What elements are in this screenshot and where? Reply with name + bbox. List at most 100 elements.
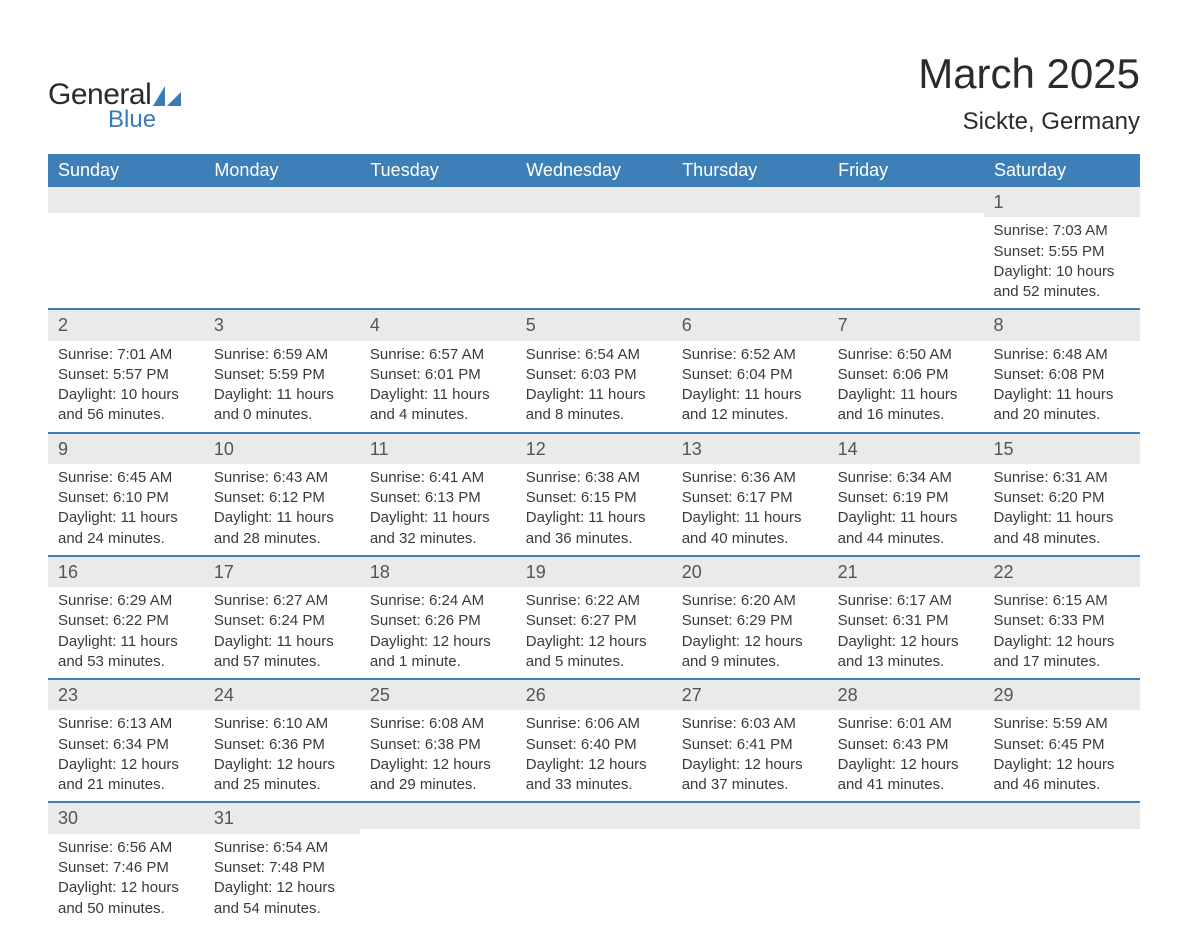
sunrise-line: Sunrise: 5:59 AM bbox=[994, 714, 1130, 734]
calendar-table: Sunday Monday Tuesday Wednesday Thursday… bbox=[48, 154, 1140, 925]
day-number: 15 bbox=[994, 439, 1014, 459]
day-body bbox=[360, 829, 516, 907]
daylight-line: Daylight: 11 hours and 8 minutes. bbox=[526, 385, 662, 426]
day-number-band: 7 bbox=[828, 310, 984, 340]
sunset-line-value: 6:20 PM bbox=[1049, 489, 1105, 506]
day-body: Sunrise: 6:59 AMSunset: 5:59 PMDaylight:… bbox=[204, 341, 360, 432]
sunrise-line-value: 5:59 AM bbox=[1053, 715, 1108, 732]
sail-icon bbox=[153, 86, 181, 106]
sunrise-line-label: Sunrise: bbox=[58, 346, 113, 363]
day-number-band: 22 bbox=[984, 557, 1140, 587]
daylight-line-label: Daylight: bbox=[58, 879, 116, 896]
day-number-band: 14 bbox=[828, 434, 984, 464]
daylight-line: Daylight: 10 hours and 56 minutes. bbox=[58, 385, 194, 426]
sunset-line-value: 6:43 PM bbox=[893, 736, 949, 753]
day-number: 9 bbox=[58, 439, 68, 459]
day-body: Sunrise: 6:36 AMSunset: 6:17 PMDaylight:… bbox=[672, 464, 828, 555]
calendar-day-cell: 10Sunrise: 6:43 AMSunset: 6:12 PMDayligh… bbox=[204, 433, 360, 556]
weekday-header: Sunday bbox=[48, 154, 204, 187]
calendar-day-cell: 2Sunrise: 7:01 AMSunset: 5:57 PMDaylight… bbox=[48, 309, 204, 432]
sunset-line: Sunset: 6:17 PM bbox=[682, 488, 818, 508]
sunrise-line-label: Sunrise: bbox=[682, 469, 737, 486]
sunset-line: Sunset: 6:36 PM bbox=[214, 735, 350, 755]
day-number-band bbox=[984, 803, 1140, 829]
daylight-line: Daylight: 12 hours and 54 minutes. bbox=[214, 878, 350, 919]
sunrise-line: Sunrise: 6:08 AM bbox=[370, 714, 506, 734]
sunset-line-label: Sunset: bbox=[994, 366, 1045, 383]
day-number-band bbox=[672, 187, 828, 213]
calendar-day-cell: 3Sunrise: 6:59 AMSunset: 5:59 PMDaylight… bbox=[204, 309, 360, 432]
sunrise-line: Sunrise: 6:03 AM bbox=[682, 714, 818, 734]
sunset-line-label: Sunset: bbox=[214, 489, 265, 506]
day-number: 2 bbox=[58, 315, 68, 335]
sunrise-line-label: Sunrise: bbox=[526, 592, 581, 609]
day-body bbox=[48, 213, 204, 291]
sunset-line-label: Sunset: bbox=[838, 612, 889, 629]
sunset-line-value: 6:12 PM bbox=[269, 489, 325, 506]
day-number-band bbox=[516, 187, 672, 213]
sunrise-line-value: 6:43 AM bbox=[273, 469, 328, 486]
calendar-day-cell bbox=[360, 802, 516, 924]
sunset-line-label: Sunset: bbox=[214, 859, 265, 876]
sunset-line: Sunset: 6:01 PM bbox=[370, 365, 506, 385]
sunset-line-label: Sunset: bbox=[994, 243, 1045, 260]
day-number-band: 16 bbox=[48, 557, 204, 587]
day-number-band: 6 bbox=[672, 310, 828, 340]
day-body: Sunrise: 6:41 AMSunset: 6:13 PMDaylight:… bbox=[360, 464, 516, 555]
calendar-day-cell bbox=[672, 187, 828, 309]
daylight-line: Daylight: 11 hours and 53 minutes. bbox=[58, 632, 194, 673]
sunset-line-label: Sunset: bbox=[58, 859, 109, 876]
daylight-line-label: Daylight: bbox=[526, 509, 584, 526]
sunset-line-value: 6:41 PM bbox=[737, 736, 793, 753]
sunrise-line: Sunrise: 6:41 AM bbox=[370, 468, 506, 488]
day-body: Sunrise: 6:50 AMSunset: 6:06 PMDaylight:… bbox=[828, 341, 984, 432]
day-number-band: 3 bbox=[204, 310, 360, 340]
sunrise-line: Sunrise: 7:03 AM bbox=[994, 221, 1130, 241]
day-number: 26 bbox=[526, 685, 546, 705]
calendar-week-row: 9 Sunrise: 6:45 AM Sunset: 6:10 PM Daylight… bbox=[48, 433, 1140, 556]
location-subtitle: Sickte, Germany bbox=[918, 108, 1140, 136]
weekday-header: Friday bbox=[828, 154, 984, 187]
sunrise-line-value: 6:54 AM bbox=[585, 346, 640, 363]
day-number: 24 bbox=[214, 685, 234, 705]
daylight-line-label: Daylight: bbox=[214, 386, 272, 403]
sunset-line-label: Sunset: bbox=[526, 612, 577, 629]
sunset-line-value: 6:10 PM bbox=[113, 489, 169, 506]
sunrise-line-label: Sunrise: bbox=[682, 346, 737, 363]
sunset-line-label: Sunset: bbox=[838, 489, 889, 506]
sunrise-line-value: 6:22 AM bbox=[585, 592, 640, 609]
sunset-line-value: 5:59 PM bbox=[269, 366, 325, 383]
day-body: Sunrise: 6:54 AMSunset: 7:48 PMDaylight:… bbox=[204, 834, 360, 925]
calendar-day-cell: 31Sunrise: 6:54 AMSunset: 7:48 PMDayligh… bbox=[204, 802, 360, 924]
calendar-day-cell: 24Sunrise: 6:10 AMSunset: 6:36 PMDayligh… bbox=[204, 679, 360, 802]
sunrise-line-label: Sunrise: bbox=[838, 346, 893, 363]
day-number-band: 5 bbox=[516, 310, 672, 340]
daylight-line: Daylight: 11 hours and 32 minutes. bbox=[370, 508, 506, 549]
sunset-line-value: 6:36 PM bbox=[269, 736, 325, 753]
day-body bbox=[828, 213, 984, 291]
sunrise-line-value: 6:45 AM bbox=[117, 469, 172, 486]
day-number: 13 bbox=[682, 439, 702, 459]
calendar-day-cell: 8Sunrise: 6:48 AMSunset: 6:08 PMDaylight… bbox=[984, 309, 1140, 432]
day-number-band: 30 bbox=[48, 803, 204, 833]
sunrise-line: Sunrise: 6:38 AM bbox=[526, 468, 662, 488]
daylight-line: Daylight: 12 hours and 17 minutes. bbox=[994, 632, 1130, 673]
day-number-band: 28 bbox=[828, 680, 984, 710]
day-number: 22 bbox=[994, 562, 1014, 582]
sunrise-line: Sunrise: 6:13 AM bbox=[58, 714, 194, 734]
day-number: 30 bbox=[58, 808, 78, 828]
daylight-line: Daylight: 11 hours and 40 minutes. bbox=[682, 508, 818, 549]
calendar-day-cell: 1Sunrise: 7:03 AMSunset: 5:55 PMDaylight… bbox=[984, 187, 1140, 309]
sunrise-line-label: Sunrise: bbox=[682, 715, 737, 732]
daylight-line-label: Daylight: bbox=[682, 509, 740, 526]
sunrise-line-label: Sunrise: bbox=[58, 839, 113, 856]
day-number-band: 13 bbox=[672, 434, 828, 464]
day-body: Sunrise: 6:17 AMSunset: 6:31 PMDaylight:… bbox=[828, 587, 984, 678]
weekday-header-row: Sunday Monday Tuesday Wednesday Thursday… bbox=[48, 154, 1140, 187]
sunset-line-value: 6:45 PM bbox=[1049, 736, 1105, 753]
day-number: 12 bbox=[526, 439, 546, 459]
day-body: Sunrise: 6:22 AMSunset: 6:27 PMDaylight:… bbox=[516, 587, 672, 678]
day-number-band: 10 bbox=[204, 434, 360, 464]
day-number: 17 bbox=[214, 562, 234, 582]
sunrise-line-value: 6:38 AM bbox=[585, 469, 640, 486]
